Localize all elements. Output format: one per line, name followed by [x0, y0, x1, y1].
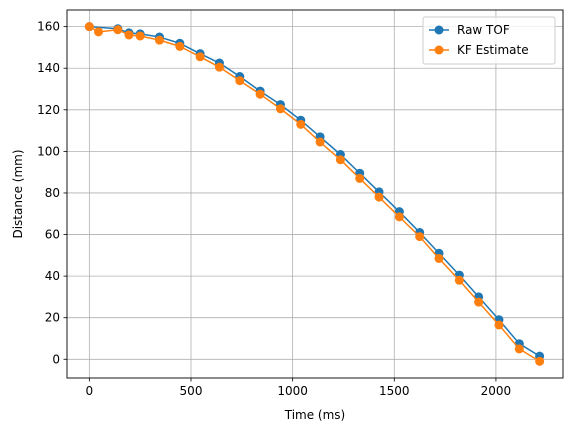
data-point: [494, 320, 504, 330]
legend-marker: [434, 25, 444, 35]
legend: Raw TOF KF Estimate: [422, 16, 556, 65]
data-point: [315, 137, 325, 147]
data-point: [124, 30, 134, 40]
y-tick-label: 60: [45, 228, 60, 242]
axis-ticks: 0 500 1000 1500 2000 0 20 40 60 80 100 120 140 160: [37, 20, 511, 398]
y-tick-label: 120: [37, 103, 60, 117]
y-tick-label: 40: [45, 269, 60, 283]
y-tick-label: 140: [37, 61, 60, 75]
data-point: [374, 192, 384, 202]
y-axis-label: Distance (mm): [11, 149, 25, 238]
legend-label: KF Estimate: [457, 43, 529, 57]
legend-item: Raw TOF: [429, 23, 510, 37]
data-point: [195, 52, 205, 62]
series-1: [84, 22, 545, 366]
data-point: [415, 232, 425, 242]
y-tick-label: 100: [37, 144, 60, 158]
data-point: [235, 76, 245, 86]
legend-box: [422, 16, 556, 65]
data-point: [255, 89, 265, 99]
x-axis-label: Time (ms): [284, 408, 346, 422]
data-point: [454, 275, 464, 285]
data-point: [275, 104, 285, 114]
data-point: [474, 297, 484, 307]
y-tick-label: 20: [45, 311, 60, 325]
data-point: [84, 22, 94, 32]
x-tick-label: 2000: [481, 384, 512, 398]
legend-label: Raw TOF: [457, 23, 510, 37]
y-tick-label: 0: [52, 352, 60, 366]
data-point: [296, 119, 306, 129]
data-point: [214, 62, 224, 72]
y-tick-label: 160: [37, 20, 60, 34]
series-layer: [84, 22, 545, 366]
data-point: [113, 25, 123, 35]
data-point: [154, 35, 164, 45]
plot-frame: [66, 9, 564, 379]
y-tick-label: 80: [45, 186, 60, 200]
x-tick-label: 1500: [379, 384, 410, 398]
data-point: [135, 31, 145, 41]
data-point: [394, 212, 404, 222]
legend-marker: [434, 45, 444, 55]
data-point: [535, 356, 545, 366]
data-point: [175, 41, 185, 51]
legend-item: KF Estimate: [429, 43, 529, 57]
data-point: [94, 27, 104, 37]
data-point: [514, 344, 524, 354]
x-tick-label: 0: [86, 384, 94, 398]
x-tick-label: 500: [180, 384, 203, 398]
data-point: [355, 173, 365, 183]
data-point: [434, 253, 444, 263]
x-tick-label: 1000: [277, 384, 308, 398]
data-point: [335, 155, 345, 165]
